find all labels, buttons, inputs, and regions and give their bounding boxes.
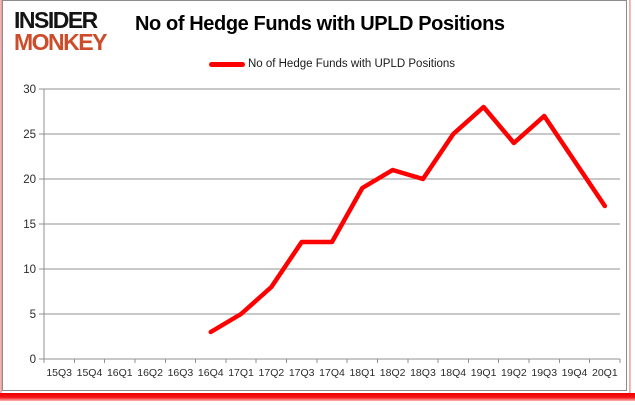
x-axis-tick-label: 16Q4 xyxy=(198,367,224,379)
legend-series-label: No of Hedge Funds with UPLD Positions xyxy=(247,58,456,70)
x-axis-tick-label: 16Q3 xyxy=(168,367,194,379)
chart-legend: No of Hedge Funds with UPLD Positions xyxy=(44,56,620,72)
y-axis-tick-label: 0 xyxy=(30,354,36,366)
line-chart-plot-area: 0 5 10 15 20 25 30 15Q3 15Q4 16Q1 16Q2 16Q3 16Q4 17Q1… xyxy=(23,84,621,379)
red-border-right xyxy=(629,0,631,393)
x-axis-tick-label: 15Q3 xyxy=(46,367,72,379)
y-axis-tick-label: 10 xyxy=(23,264,36,276)
series-line xyxy=(208,104,608,335)
y-axis-tick-label: 20 xyxy=(23,174,36,186)
x-axis-tick-label: 20Q1 xyxy=(592,367,618,379)
y-axis-tick-label: 5 xyxy=(30,309,36,321)
insider-monkey-logo: INSIDER MONKEY xyxy=(14,7,107,55)
x-axis-tick-label: 19Q2 xyxy=(501,367,527,379)
x-axis-tick-label: 17Q2 xyxy=(259,367,285,379)
red-border-left xyxy=(0,0,2,393)
x-axis-tick-label: 18Q2 xyxy=(380,367,406,379)
y-axis-tick-label: 15 xyxy=(23,219,36,231)
chart-title: No of Hedge Funds with UPLD Positions xyxy=(135,13,505,35)
x-axis-tick-label: 19Q1 xyxy=(471,367,497,379)
x-axis-tick-label: 17Q3 xyxy=(289,367,315,379)
y-axis-tick-label: 30 xyxy=(23,84,36,96)
y-axis-tick-label: 25 xyxy=(23,129,36,141)
chart-frame: INSIDER MONKEY No of Hedge Funds with UP… xyxy=(2,0,627,391)
x-axis-tick-label: 18Q4 xyxy=(440,367,466,379)
logo-insider-text: INSIDER xyxy=(14,7,98,33)
x-axis-tick-label: 18Q1 xyxy=(349,367,375,379)
x-axis-tick-label: 17Q1 xyxy=(228,367,254,379)
logo-monkey-text: MONKEY xyxy=(14,29,107,55)
x-axis-tick-label: 19Q4 xyxy=(562,367,588,379)
x-axis-tick-label: 16Q1 xyxy=(107,367,133,379)
x-axis-tick-label: 19Q3 xyxy=(531,367,557,379)
x-axis-tick-label: 18Q3 xyxy=(410,367,436,379)
x-axis-tick-label: 15Q4 xyxy=(77,367,103,379)
x-axis-tick-label: 17Q4 xyxy=(319,367,345,379)
legend-line-swatch xyxy=(208,61,245,67)
x-axis-tick-label: 16Q2 xyxy=(137,367,163,379)
red-border-bottom xyxy=(0,393,635,401)
